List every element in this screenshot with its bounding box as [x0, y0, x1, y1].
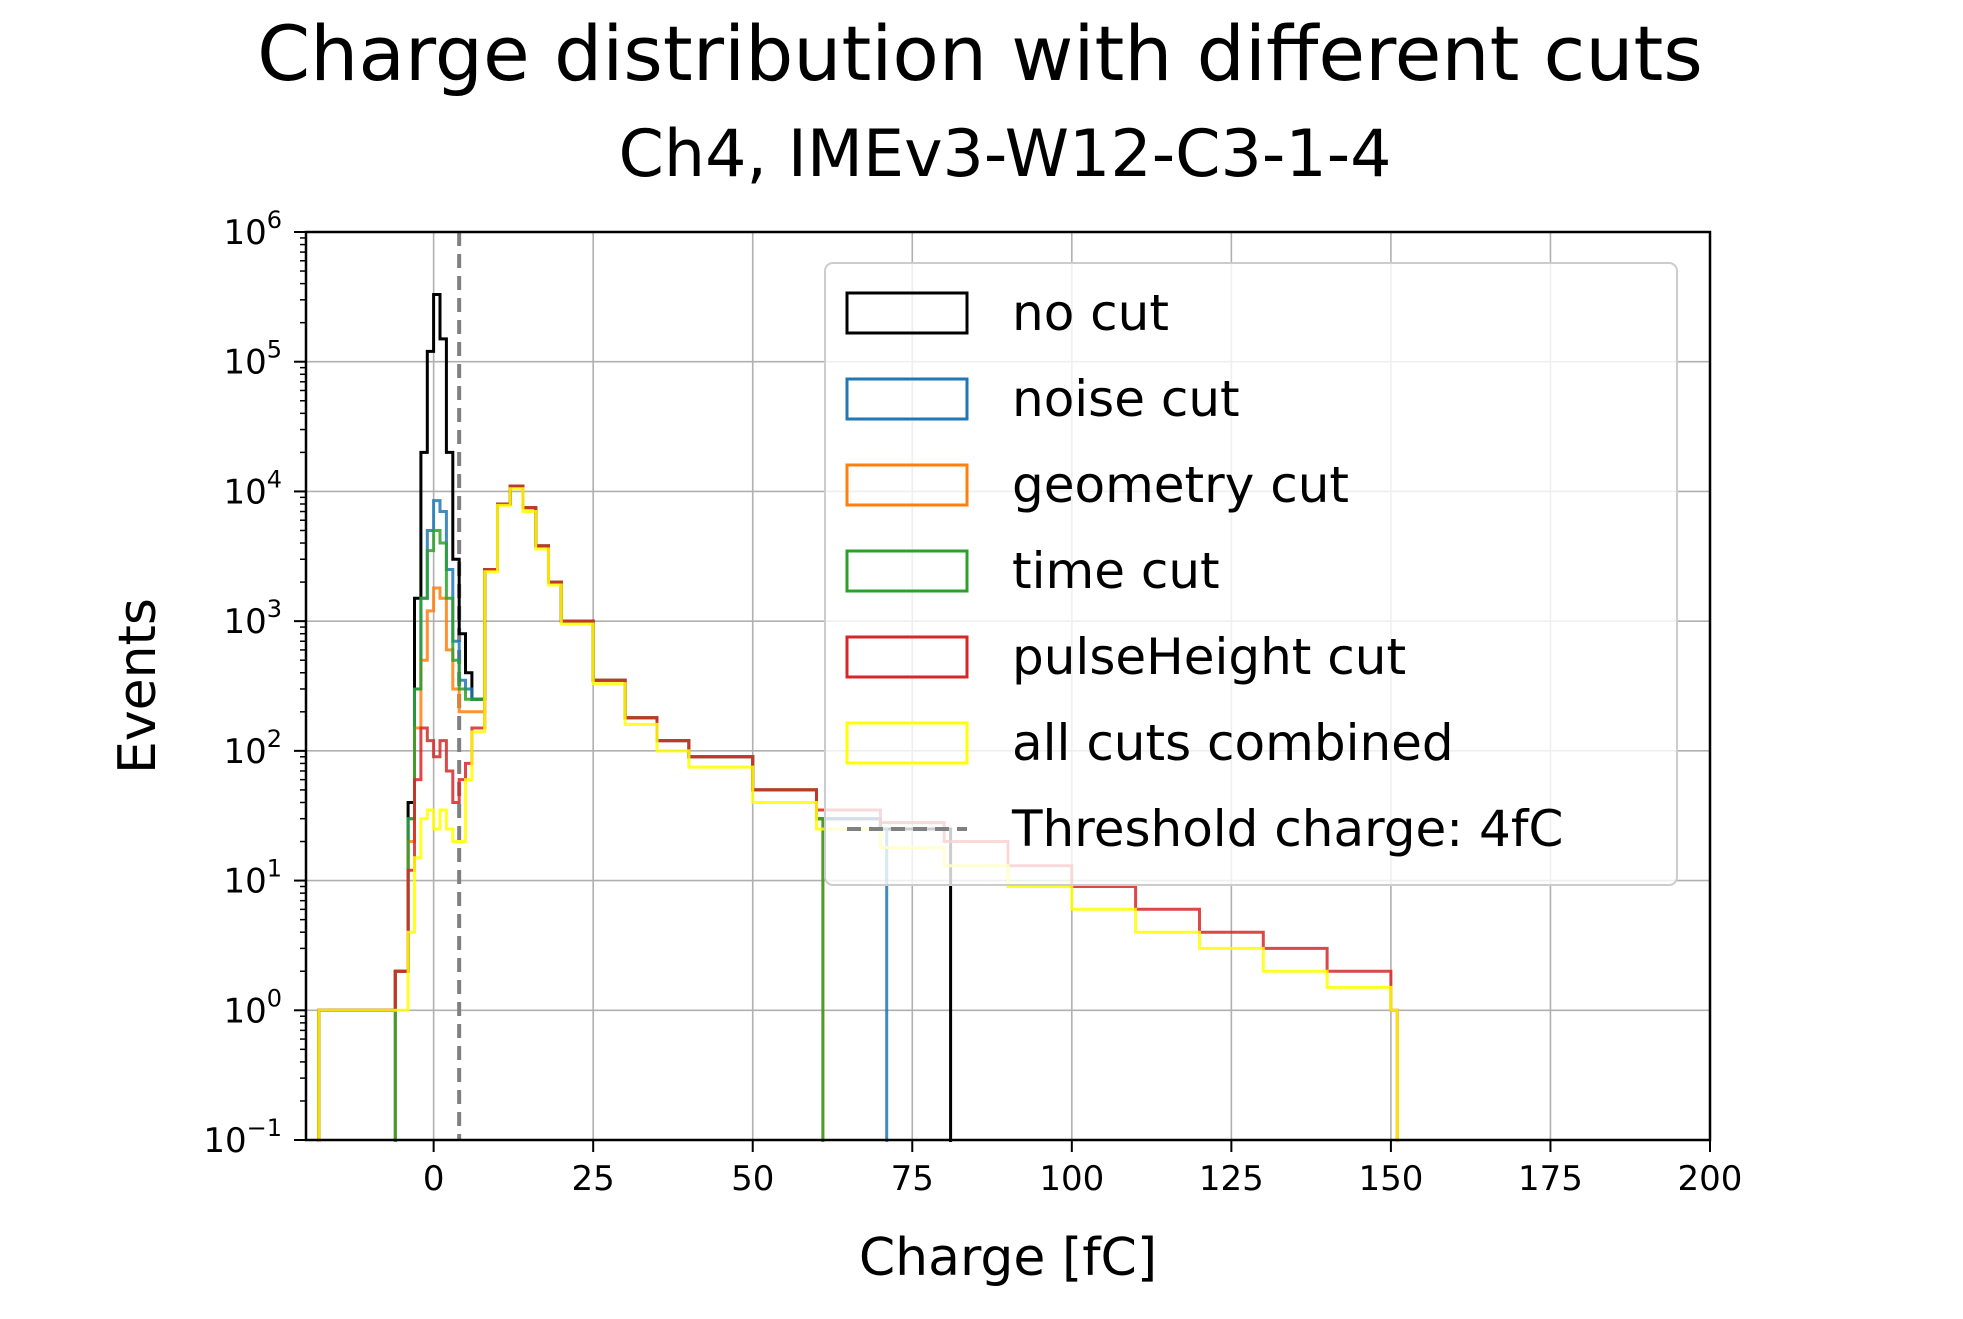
legend-label: time cut — [1012, 542, 1220, 600]
x-axis-ticks: 0 25 50 75 100 125 150 175 200 — [423, 1140, 1743, 1199]
x-tick-label: 75 — [891, 1159, 934, 1199]
legend-label: all cuts combined — [1012, 714, 1454, 772]
y-tick-label: 100 — [223, 984, 282, 1031]
x-tick-label: 150 — [1358, 1159, 1423, 1199]
y-axis-ticks: 10−1 100 101 102 103 104 105 106 — [203, 206, 306, 1161]
legend-label: pulseHeight cut — [1012, 628, 1406, 686]
legend-label: geometry cut — [1012, 456, 1349, 514]
legend-label: noise cut — [1012, 370, 1240, 428]
y-axis-label: Events — [108, 598, 168, 774]
x-tick-label: 125 — [1199, 1159, 1264, 1199]
legend: no cut noise cut geometry cut time cut pulse… — [824, 262, 1678, 886]
series-noise-cut — [393, 484, 889, 1142]
legend-swatch — [845, 721, 969, 765]
legend-swatch — [845, 291, 969, 335]
y-tick-label: 105 — [223, 336, 282, 383]
chart-title: Charge distribution with different cuts — [257, 9, 1703, 98]
y-tick-label: 101 — [223, 855, 282, 902]
legend-swatch — [845, 635, 969, 679]
legend-swatch — [845, 549, 969, 593]
x-tick-label: 25 — [572, 1159, 615, 1199]
x-tick-label: 0 — [423, 1159, 445, 1199]
legend-label: no cut — [1012, 284, 1169, 342]
chart-subtitle: Ch4, IMEv3-W12-C3-1-4 — [618, 117, 1391, 192]
y-tick-label: 106 — [223, 206, 282, 253]
legend-threshold-label: Threshold charge: 4fC — [1011, 800, 1563, 858]
legend-swatch — [845, 377, 969, 421]
series-layer — [317, 293, 1399, 1142]
series-all-cuts-combined — [317, 487, 1399, 1142]
y-tick-label: 10−1 — [203, 1114, 282, 1161]
legend-swatch — [845, 463, 969, 507]
x-tick-label: 200 — [1678, 1159, 1743, 1199]
y-tick-label: 103 — [223, 595, 282, 642]
x-tick-label: 50 — [731, 1159, 774, 1199]
y-tick-label: 102 — [223, 725, 282, 772]
y-tick-label: 104 — [223, 465, 282, 512]
plot-frame — [304, 230, 1712, 1142]
x-tick-label: 175 — [1518, 1159, 1583, 1199]
legend-box — [824, 262, 1678, 886]
x-axis-label: Charge [fC] — [859, 1228, 1157, 1288]
x-tick-label: 100 — [1039, 1159, 1104, 1199]
